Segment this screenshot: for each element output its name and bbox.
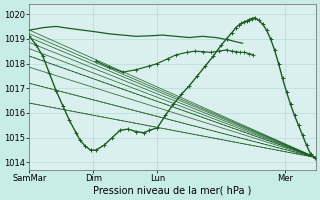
X-axis label: Pression niveau de la mer( hPa ): Pression niveau de la mer( hPa )	[93, 186, 252, 196]
